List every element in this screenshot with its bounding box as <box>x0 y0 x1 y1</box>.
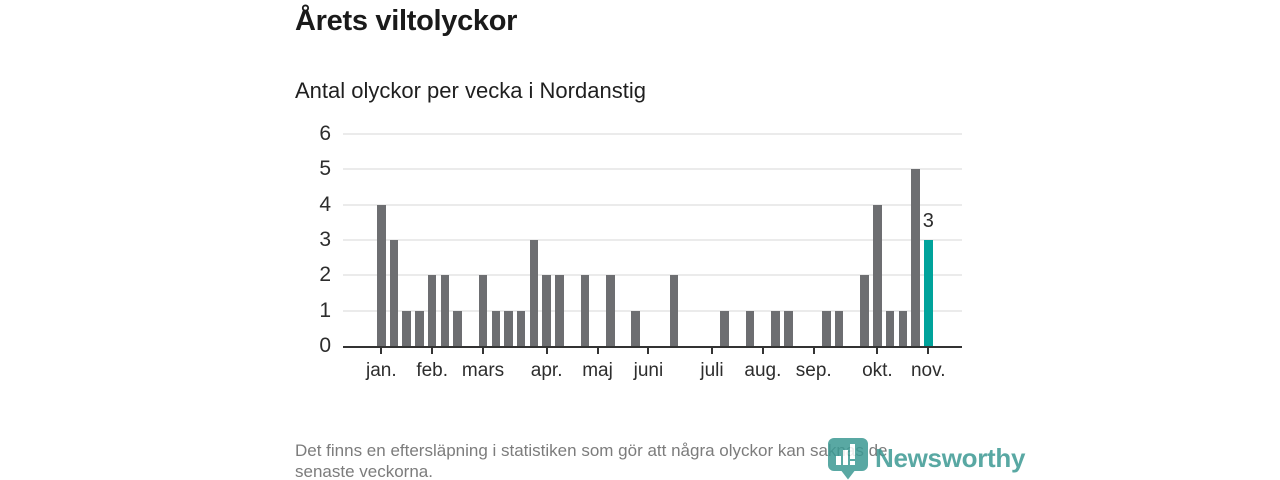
highlighted-bar <box>924 240 933 346</box>
bar <box>389 240 399 346</box>
bar <box>580 275 590 346</box>
x-axis-month-label: juli <box>700 360 724 381</box>
bar <box>427 275 437 346</box>
x-axis-tick <box>596 346 599 354</box>
y-gridline <box>343 168 962 171</box>
x-axis-month-label: nov. <box>910 360 946 381</box>
bar <box>911 169 920 346</box>
bar <box>402 310 411 346</box>
y-gridline <box>343 203 962 206</box>
x-axis-tick <box>482 346 485 354</box>
bar <box>555 275 564 346</box>
newsworthy-logo-text: Newsworthy <box>875 443 1026 473</box>
x-axis-tick <box>812 346 815 354</box>
footnote-line-1: Det finns en eftersläpning i statistiken… <box>295 441 888 460</box>
x-axis-tick <box>876 346 879 354</box>
y-axis-tick-label: 3 <box>319 228 331 251</box>
x-axis-month-label: feb. <box>416 360 449 381</box>
x-axis-month-label: aug. <box>744 360 782 381</box>
y-gridline <box>343 274 962 277</box>
x-axis-month-label: juni <box>633 360 664 381</box>
x-axis-tick <box>761 346 764 354</box>
y-axis-tick-label: 2 <box>319 263 331 287</box>
y-axis-tick-label: 4 <box>319 192 331 216</box>
x-axis-tick <box>431 346 434 354</box>
bar <box>542 275 551 346</box>
x-axis-month-label: apr. <box>530 360 563 381</box>
last-bar-value-label: 3 <box>922 210 934 232</box>
bar <box>478 275 488 346</box>
bar <box>415 310 424 346</box>
x-axis-month-label: maj <box>582 360 613 381</box>
x-axis-month-label: okt. <box>862 360 893 381</box>
bar <box>491 310 501 346</box>
bar <box>885 310 895 346</box>
newsworthy-logo: Newsworthy <box>827 437 1025 480</box>
bar <box>834 310 844 346</box>
chart-subtitle: Antal olyckor per vecka i Nordanstig <box>295 78 646 103</box>
bar <box>669 275 679 346</box>
page-title: Årets viltolyckor <box>295 5 518 37</box>
bar <box>771 310 780 346</box>
bar <box>606 275 615 346</box>
bar <box>745 310 755 346</box>
x-axis-tick <box>927 346 930 354</box>
x-axis-tick <box>711 346 714 354</box>
y-axis-tick-label: 6 <box>319 122 331 145</box>
x-axis-tick <box>380 346 383 354</box>
y-gridline <box>343 133 962 135</box>
bar <box>822 310 831 346</box>
chart-footnote: Det finns en eftersläpning i statistiken… <box>295 440 887 480</box>
footnote-line-2: senaste veckorna. <box>295 462 433 480</box>
x-axis-month-label: jan. <box>365 360 397 381</box>
x-axis-tick <box>647 346 650 354</box>
x-axis-line <box>343 346 962 348</box>
bar <box>873 204 882 346</box>
x-axis-month-label: mars <box>461 360 505 381</box>
y-gridline <box>343 309 962 312</box>
bar <box>377 204 386 346</box>
bar <box>440 275 450 346</box>
bar <box>516 310 526 346</box>
y-axis-tick-label: 5 <box>319 157 331 181</box>
y-axis-tick-label: 1 <box>319 298 331 322</box>
newsworthy-pin-chart-icon <box>828 438 868 480</box>
bar <box>529 240 539 346</box>
y-axis-tick-label: 0 <box>319 334 331 357</box>
x-axis-month-label: sep. <box>795 360 832 381</box>
x-axis-tick <box>545 346 548 354</box>
bar <box>898 310 908 346</box>
bar <box>631 310 640 346</box>
bar <box>720 310 729 346</box>
bar <box>504 310 513 346</box>
bar-chart-plot-area: 0 1 2 3 4 5 6 3 jan. feb. mars apr. maj juni juli aug. s… <box>319 122 962 381</box>
y-gridline <box>343 239 962 241</box>
bar <box>860 275 869 346</box>
bar <box>453 310 462 346</box>
bar <box>784 310 793 346</box>
